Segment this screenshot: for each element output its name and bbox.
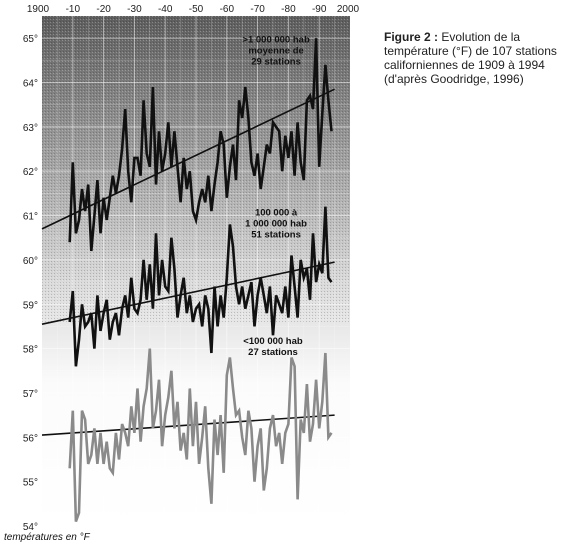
- y-tick-label: 61°: [23, 212, 38, 223]
- x-tick-label: 2000: [337, 4, 360, 15]
- y-tick-label: 59°: [23, 300, 38, 311]
- y-tick-label: 60°: [23, 256, 38, 267]
- y-axis-label: températures en °F: [4, 532, 90, 543]
- x-axis-ticks: 1900 -10 -20 -30 -40 -50 -60 -70 -80 -90 2000: [27, 4, 360, 15]
- caption-text: Evolution de la température (°F) de 107 …: [384, 30, 557, 86]
- series-label-medium: 51 stations: [251, 230, 301, 241]
- x-tick-label: -30: [127, 4, 142, 15]
- x-tick-label: -80: [281, 4, 296, 15]
- figure-caption: Figure 2 : Evolution de la température (…: [384, 30, 584, 86]
- x-tick-label: -10: [66, 4, 81, 15]
- y-axis-ticks: 54° 55° 56° 57° 58° 59° 60° 61° 62° 63° 64° 65°: [23, 34, 38, 533]
- series-label-large: >1 000 000 hab: [242, 35, 310, 46]
- series-label-medium: 1 000 000 hab: [245, 219, 307, 230]
- x-tick-label: -20: [96, 4, 111, 15]
- series-label-small: 27 stations: [248, 347, 298, 358]
- y-tick-label: 62°: [23, 167, 38, 178]
- y-tick-label: 55°: [23, 478, 38, 489]
- y-tick-label: 63°: [23, 123, 38, 134]
- y-tick-label: 65°: [23, 34, 38, 45]
- y-tick-label: 58°: [23, 345, 38, 356]
- trend-line-large: [41, 88, 335, 230]
- series-lines: [68, 38, 333, 523]
- y-tick-label: 56°: [23, 433, 38, 444]
- x-tick-label: -90: [312, 4, 327, 15]
- y-tick-label: 64°: [23, 79, 38, 90]
- x-tick-label: -60: [220, 4, 235, 15]
- caption-label: Figure 2 :: [384, 30, 439, 44]
- y-tick-label: 54°: [23, 522, 38, 533]
- series-line-large: [68, 38, 333, 252]
- series-line-small: [68, 348, 333, 523]
- x-tick-label: 1900: [27, 4, 50, 15]
- x-tick-label: -40: [158, 4, 173, 15]
- series-label-small: <100 000 hab: [243, 336, 303, 347]
- series-label-medium: 100 000 à: [255, 208, 298, 219]
- x-tick-label: -70: [250, 4, 265, 15]
- series-label-large: moyenne de: [248, 46, 303, 57]
- x-tick-label: -50: [189, 4, 204, 15]
- series-line-medium: [68, 206, 333, 367]
- series-label-large: 29 stations: [251, 57, 301, 68]
- y-tick-label: 57°: [23, 389, 38, 400]
